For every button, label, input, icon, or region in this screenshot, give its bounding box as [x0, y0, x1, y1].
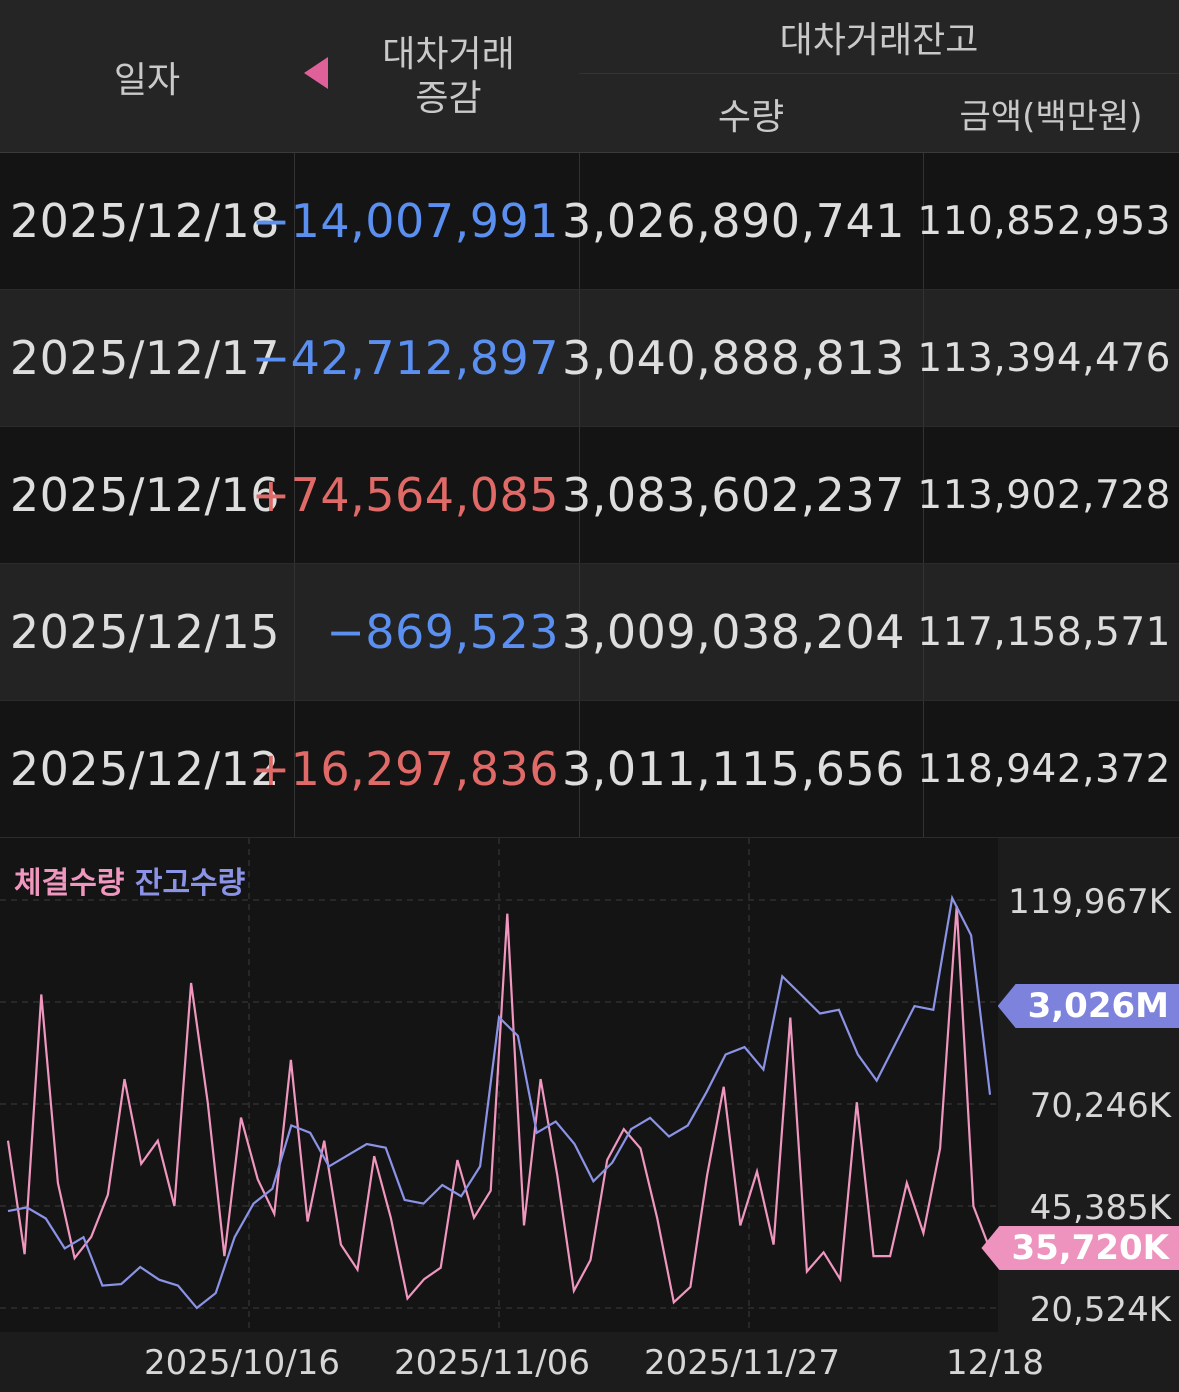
row-qty: 3,040,888,813	[562, 290, 923, 426]
row-change: −42,712,897	[252, 290, 579, 426]
row-amount: 117,158,571	[917, 564, 1179, 700]
row-date: 2025/12/17	[9, 331, 280, 385]
x-tick-label: 12/18	[946, 1343, 1044, 1383]
header-balance-group: 대차거래잔고	[579, 0, 1179, 74]
y-tick-label: 119,967K	[1008, 882, 1171, 922]
chart-panel[interactable]: 체결수량 잔고수량 119,967K 70,246K 45,385K 20,52…	[0, 838, 1179, 1392]
header-change-line1: 대차거래	[382, 33, 515, 75]
x-tick-label: 2025/11/27	[644, 1343, 840, 1383]
row-date: 2025/12/15	[9, 605, 280, 659]
row-date: 2025/12/16	[9, 468, 280, 522]
row-change: +74,564,085	[252, 427, 579, 563]
row-qty: 3,011,115,656	[562, 701, 923, 837]
row-amount: 113,394,476	[917, 290, 1179, 426]
table-row[interactable]: 2025/12/18 −14,007,991 3,026,890,741 110…	[0, 153, 1179, 290]
row-change: −14,007,991	[252, 153, 579, 289]
row-date: 2025/12/12	[9, 742, 280, 796]
row-qty: 3,083,602,237	[562, 427, 923, 563]
header-change-line2: 증감	[415, 77, 482, 119]
header-change[interactable]: 대차거래 증감	[294, 0, 579, 153]
row-qty: 3,009,038,204	[562, 564, 923, 700]
executed-value-tag: 35,720K	[981, 1226, 1179, 1270]
table-header: 일자 대차거래 증감 대차거래잔고 수량 금액(백만원)	[0, 0, 1179, 153]
grid-lines	[0, 838, 998, 1332]
chart-legend: 체결수량 잔고수량	[14, 858, 245, 902]
table-row[interactable]: 2025/12/16 +74,564,085 3,083,602,237 113…	[0, 427, 1179, 564]
balance-series-line	[7, 894, 992, 1310]
table-row[interactable]: 2025/12/12 +16,297,836 3,011,115,656 118…	[0, 701, 1179, 838]
row-amount: 118,942,372	[917, 701, 1179, 837]
row-amount: 113,902,728	[917, 427, 1179, 563]
balance-value-tag: 3,026M	[997, 984, 1179, 1028]
table-row[interactable]: 2025/12/17 −42,712,897 3,040,888,813 113…	[0, 290, 1179, 427]
row-amount: 110,852,953	[917, 153, 1179, 289]
x-tick-label: 2025/10/16	[144, 1343, 340, 1383]
legend-balance: 잔고수량	[134, 866, 246, 901]
x-tick-label: 2025/11/06	[394, 1343, 590, 1383]
y-tick-label: 45,385K	[1029, 1188, 1171, 1228]
y-tick-label: 20,524K	[1029, 1290, 1171, 1330]
header-qty[interactable]: 수량	[717, 96, 785, 138]
y-tick-label: 70,246K	[1029, 1086, 1171, 1126]
row-date: 2025/12/18	[9, 194, 280, 248]
table-row[interactable]: 2025/12/15 −869,523 3,009,038,204 117,15…	[0, 564, 1179, 701]
line-chart[interactable]	[0, 838, 1179, 1392]
executed-series-line	[6, 905, 992, 1305]
row-change: −869,523	[294, 564, 579, 700]
row-change: +16,297,836	[252, 701, 579, 837]
header-date[interactable]: 일자	[113, 59, 181, 101]
table-body: 2025/12/18 −14,007,991 3,026,890,741 110…	[0, 153, 1179, 838]
sort-left-arrow-icon[interactable]	[304, 57, 328, 89]
legend-executed: 체결수량	[14, 866, 125, 901]
header-amount[interactable]: 금액(백만원)	[959, 97, 1143, 137]
row-qty: 3,026,890,741	[562, 153, 923, 289]
